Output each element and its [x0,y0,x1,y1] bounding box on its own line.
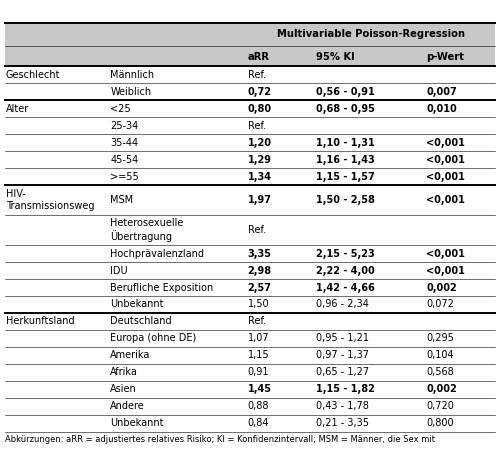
Text: 0,80: 0,80 [248,104,272,114]
Text: 1,45: 1,45 [248,384,272,394]
Text: 1,34: 1,34 [248,171,272,182]
Text: 0,56 - 0,91: 0,56 - 0,91 [316,87,375,97]
Text: 0,800: 0,800 [426,418,454,428]
Text: p-Wert: p-Wert [426,51,465,62]
Text: 1,10 - 1,31: 1,10 - 1,31 [316,138,375,148]
Text: 0,68 - 0,95: 0,68 - 0,95 [316,104,375,114]
Text: Afrika: Afrika [110,367,138,378]
Text: 1,15 - 1,57: 1,15 - 1,57 [316,171,375,182]
Text: MSM: MSM [110,195,134,205]
Text: Ref.: Ref. [248,70,266,80]
Text: 0,84: 0,84 [248,418,269,428]
Text: 0,96 - 2,34: 0,96 - 2,34 [316,300,369,310]
Text: Ref.: Ref. [248,225,266,235]
Text: Männlich: Männlich [110,70,154,80]
Text: <0,001: <0,001 [426,171,466,182]
Text: 3,35: 3,35 [248,248,272,259]
Text: Abkürzungen: aRR = adjustiertes relatives Risiko; KI = Konfidenzintervall; MSM =: Abkürzungen: aRR = adjustiertes relative… [5,435,435,444]
Text: 0,072: 0,072 [426,300,454,310]
Text: 0,95 - 1,21: 0,95 - 1,21 [316,333,369,343]
Text: 1,16 - 1,43: 1,16 - 1,43 [316,155,375,165]
Text: <0,001: <0,001 [426,266,466,275]
Text: Ref.: Ref. [248,316,266,326]
Text: aRR: aRR [248,51,270,62]
Text: <0,001: <0,001 [426,155,466,165]
Text: >=55: >=55 [110,171,139,182]
Text: 1,07: 1,07 [248,333,269,343]
Text: Unbekannt: Unbekannt [110,300,164,310]
Text: Alter: Alter [6,104,29,114]
Text: 1,42 - 4,66: 1,42 - 4,66 [316,283,375,293]
Bar [5,46,495,66]
Bar [5,23,495,46]
Text: Multivariable Poisson-Regression: Multivariable Poisson-Regression [278,29,466,39]
Text: 0,65 - 1,27: 0,65 - 1,27 [316,367,370,378]
Text: Amerika: Amerika [110,351,150,360]
Text: 0,007: 0,007 [426,87,457,97]
Text: Asien: Asien [110,384,137,394]
Text: 1,15: 1,15 [248,351,269,360]
Text: 2,57: 2,57 [248,283,272,293]
Text: 0,104: 0,104 [426,351,454,360]
Text: 35-44: 35-44 [110,138,138,148]
Text: 0,21 - 3,35: 0,21 - 3,35 [316,418,369,428]
Text: 0,568: 0,568 [426,367,454,378]
Text: 0,720: 0,720 [426,401,454,411]
Text: <25: <25 [110,104,131,114]
Text: Herkunftsland: Herkunftsland [6,316,74,326]
Text: 0,72: 0,72 [248,87,272,97]
Text: 0,43 - 1,78: 0,43 - 1,78 [316,401,369,411]
Text: 0,97 - 1,37: 0,97 - 1,37 [316,351,369,360]
Text: Ref.: Ref. [248,121,266,130]
Text: IDU: IDU [110,266,128,275]
Text: 95% KI: 95% KI [316,51,355,62]
Text: 0,002: 0,002 [426,283,457,293]
Text: 0,295: 0,295 [426,333,454,343]
Text: <0,001: <0,001 [426,248,466,259]
Text: Europa (ohne DE): Europa (ohne DE) [110,333,196,343]
Text: Deutschland: Deutschland [110,316,172,326]
Text: 2,22 - 4,00: 2,22 - 4,00 [316,266,375,275]
Text: 1,97: 1,97 [248,195,272,205]
Text: 45-54: 45-54 [110,155,138,165]
Text: HIV-
Transmissionsweg: HIV- Transmissionsweg [6,189,94,211]
Text: Heterosexuelle
Übertragung: Heterosexuelle Übertragung [110,218,184,242]
Text: 0,010: 0,010 [426,104,457,114]
Text: <0,001: <0,001 [426,138,466,148]
Text: 1,50 - 2,58: 1,50 - 2,58 [316,195,375,205]
Text: Berufliche Exposition: Berufliche Exposition [110,283,214,293]
Text: <0,001: <0,001 [426,195,466,205]
Text: Geschlecht: Geschlecht [6,70,60,80]
Text: Unbekannt: Unbekannt [110,418,164,428]
Text: 1,15 - 1,82: 1,15 - 1,82 [316,384,375,394]
Text: Weiblich: Weiblich [110,87,152,97]
Text: 1,20: 1,20 [248,138,272,148]
Text: Hochprävalenzland: Hochprävalenzland [110,248,204,259]
Text: 25-34: 25-34 [110,121,138,130]
Text: 1,29: 1,29 [248,155,272,165]
Text: Andere: Andere [110,401,145,411]
Text: 0,91: 0,91 [248,367,269,378]
Text: 1,50: 1,50 [248,300,269,310]
Text: 2,15 - 5,23: 2,15 - 5,23 [316,248,375,259]
Text: 0,002: 0,002 [426,384,457,394]
Text: 0,88: 0,88 [248,401,269,411]
Text: 2,98: 2,98 [248,266,272,275]
